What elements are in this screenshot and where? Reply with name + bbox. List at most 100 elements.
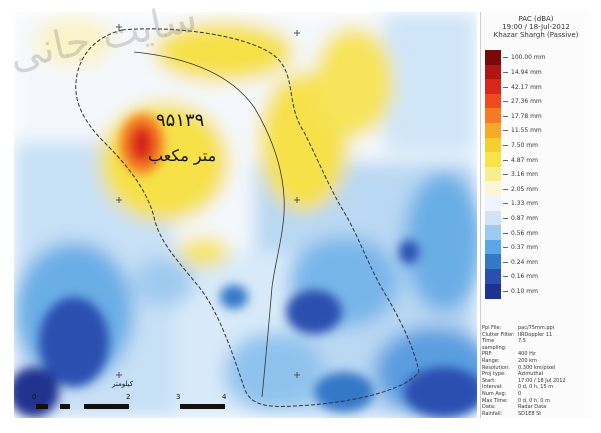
- metadata-key: Interval:: [482, 384, 503, 391]
- metadata-row: Interval: 0 d, 0 h, 15 m: [482, 384, 592, 391]
- legend-swatch: [485, 137, 501, 153]
- legend-swatch: [485, 64, 501, 80]
- metadata-row: Ppi File: pac/75mm.ppi: [482, 325, 592, 332]
- metadata-row: Start: 17:00 / 18 Jul 2012: [482, 378, 592, 385]
- legend-value-label: 3.16 mm: [511, 171, 538, 179]
- grid-markers: [116, 24, 300, 378]
- intense-cells: [14, 114, 477, 417]
- scale-tick-2: 2: [126, 393, 131, 401]
- legend-tick: [503, 101, 508, 103]
- metadata-key: PRF:: [482, 351, 493, 358]
- legend-value-label: 0.37 mm: [511, 244, 538, 252]
- legend-swatch: [485, 79, 501, 95]
- legend-value-label: 0.24 mm: [511, 258, 538, 266]
- metadata-key: Data:: [482, 404, 496, 411]
- metadata-key: Range:: [482, 357, 500, 364]
- legend-swatch: [485, 225, 501, 241]
- legend-tick: [503, 174, 508, 176]
- legend-swatch: [485, 283, 501, 299]
- legend-value-label: 0.16 mm: [511, 273, 538, 281]
- metadata-key: Time sampling:: [482, 338, 507, 351]
- metadata-row: Max Time: 0 d, 0 h, 0 m: [482, 398, 592, 405]
- scale-unit-label: کیلومتر: [112, 380, 134, 388]
- metadata-row: Num Avg: 0: [482, 391, 592, 398]
- metadata-value: 7.5: [518, 338, 526, 345]
- scale-tick-3: 3: [176, 393, 181, 401]
- metadata-value: 400 Hz: [518, 351, 536, 358]
- metadata-key: Clutter Filter:: [482, 331, 515, 338]
- metadata-value: 17:00 / 18 Jul 2012: [518, 377, 566, 384]
- legend-value-label: 17.78 mm: [511, 112, 542, 120]
- metadata-value: Radar Data: [518, 404, 547, 411]
- legend-value-label: 14.94 mm: [511, 68, 542, 76]
- metadata-key: Ppi File:: [482, 325, 502, 331]
- legend-tick: [503, 203, 508, 205]
- metadata-row: Rainfall: SD1E8 St: [482, 411, 592, 418]
- annotation-value: ۹۵۱۳۹: [156, 110, 205, 131]
- metadata-value: pac/75mm.ppi: [518, 325, 555, 331]
- metadata-panel: Ppi File: pac/75mm.ppi Clutter Filter: IIRD…: [482, 325, 592, 417]
- legend-tick: [503, 144, 508, 146]
- legend-tick: [503, 290, 508, 292]
- legend-tick: [503, 159, 508, 161]
- metadata-value: 0.300 km/pixel: [518, 364, 556, 371]
- metadata-value: IIRDoppler 11: [518, 331, 553, 338]
- legend-value-label: 2.05 mm: [511, 185, 538, 193]
- scale-tick-0: 0: [32, 393, 37, 401]
- precipitation-map: ۹۵۱۳۹ متر مکعب 0 2 3 4 کیلومتر: [14, 12, 477, 418]
- metadata-key: Start:: [482, 377, 496, 384]
- legend-title-1: PAC (dBA): [518, 15, 554, 23]
- inner-boundary: [133, 51, 285, 398]
- legend-value-label: 11.55 mm: [511, 127, 542, 135]
- legend-tick: [503, 86, 508, 88]
- metadata-value: 0: [518, 390, 522, 397]
- legend-value-label: 1.33 mm: [511, 200, 538, 208]
- legend-tick: [503, 115, 508, 117]
- legend-value-label: 0.10 mm: [511, 287, 538, 295]
- metadata-key: Rainfall:: [482, 410, 503, 417]
- legend-value-label: 7.50 mm: [511, 141, 538, 149]
- metadata-key: Proj type:: [482, 371, 506, 378]
- legend-value-label: 100.00 mm: [511, 54, 546, 62]
- legend-swatch: [485, 181, 501, 197]
- legend-swatch: [485, 269, 501, 285]
- legend-tick: [503, 261, 508, 263]
- metadata-value: 200 km: [518, 357, 537, 364]
- metadata-row: PRF: 400 Hz: [482, 351, 592, 358]
- metadata-value: 0 d, 0 h, 15 m: [518, 384, 554, 391]
- legend-tick: [503, 57, 508, 59]
- legend-title-3: Khazar Shargh (Passive): [493, 31, 579, 39]
- legend-value-label: 0.56 mm: [511, 229, 538, 237]
- metadata-key: Max Time:: [482, 397, 508, 404]
- legend-panel: PAC (dBA) 19:00 / 18-Jul-2012 Khazar Sha…: [480, 12, 591, 418]
- legend-swatch: [485, 50, 501, 66]
- metadata-row: Clutter Filter: IIRDoppler 11: [482, 332, 592, 339]
- metadata-row: Data: Radar Data: [482, 404, 592, 411]
- radar-field: [14, 12, 477, 418]
- legend-value-label: 4.87 mm: [511, 156, 538, 164]
- legend-tick: [503, 130, 508, 132]
- legend-tick: [503, 188, 508, 190]
- annotation-unit: متر مکعب: [148, 146, 217, 165]
- legend-tick: [503, 276, 508, 278]
- rainfall-layer: [14, 12, 477, 418]
- metadata-key: Num Avg:: [482, 390, 507, 397]
- catchment-boundary: [75, 28, 420, 407]
- legend-value-label: 42.17 mm: [511, 83, 542, 91]
- scale-tick-4: 4: [222, 393, 227, 401]
- legend-swatch: [485, 210, 501, 226]
- metadata-row: Time sampling: 7.5: [482, 338, 592, 351]
- legend-tick: [503, 232, 508, 234]
- legend-swatch: [485, 166, 501, 182]
- metadata-row: Proj type: Azimuthal: [482, 371, 592, 378]
- metadata-value: 0 d, 0 h, 0 m: [518, 397, 550, 404]
- legend-tick: [503, 71, 508, 73]
- legend-swatch: [485, 254, 501, 270]
- legend-value-label: 27.36 mm: [511, 98, 542, 106]
- legend-swatch: [485, 108, 501, 124]
- legend-swatch: [485, 152, 501, 168]
- legend-swatch: [485, 123, 501, 139]
- legend-value-label: 0.87 mm: [511, 214, 538, 222]
- metadata-value: SD1E8 St: [518, 410, 542, 417]
